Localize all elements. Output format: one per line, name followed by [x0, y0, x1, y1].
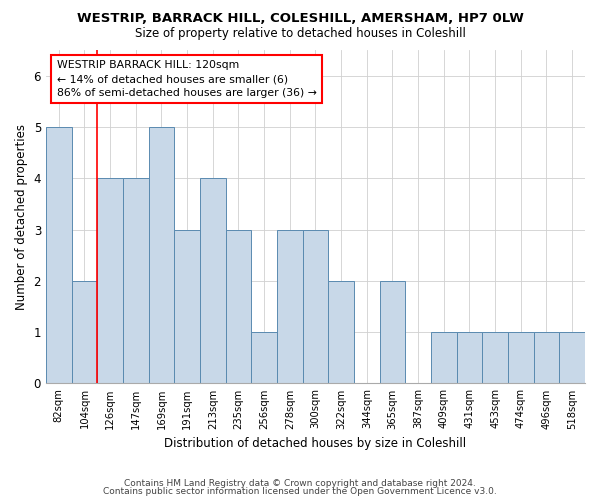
Bar	[380, 281, 406, 384]
Bar	[277, 230, 302, 384]
Bar	[200, 178, 226, 384]
Bar	[431, 332, 457, 384]
Bar	[71, 281, 97, 384]
Bar	[482, 332, 508, 384]
X-axis label: Distribution of detached houses by size in Coleshill: Distribution of detached houses by size …	[164, 437, 467, 450]
Bar	[559, 332, 585, 384]
Text: WESTRIP BARRACK HILL: 120sqm
← 14% of detached houses are smaller (6)
86% of sem: WESTRIP BARRACK HILL: 120sqm ← 14% of de…	[56, 60, 317, 98]
Bar	[302, 230, 328, 384]
Bar	[508, 332, 533, 384]
Text: Contains public sector information licensed under the Open Government Licence v3: Contains public sector information licen…	[103, 487, 497, 496]
Bar	[46, 127, 71, 384]
Bar	[533, 332, 559, 384]
Bar	[123, 178, 149, 384]
Bar	[328, 281, 354, 384]
Text: Contains HM Land Registry data © Crown copyright and database right 2024.: Contains HM Land Registry data © Crown c…	[124, 478, 476, 488]
Bar	[226, 230, 251, 384]
Y-axis label: Number of detached properties: Number of detached properties	[15, 124, 28, 310]
Bar	[457, 332, 482, 384]
Bar	[174, 230, 200, 384]
Bar	[97, 178, 123, 384]
Bar	[149, 127, 174, 384]
Text: WESTRIP, BARRACK HILL, COLESHILL, AMERSHAM, HP7 0LW: WESTRIP, BARRACK HILL, COLESHILL, AMERSH…	[77, 12, 523, 26]
Bar	[251, 332, 277, 384]
Text: Size of property relative to detached houses in Coleshill: Size of property relative to detached ho…	[134, 28, 466, 40]
